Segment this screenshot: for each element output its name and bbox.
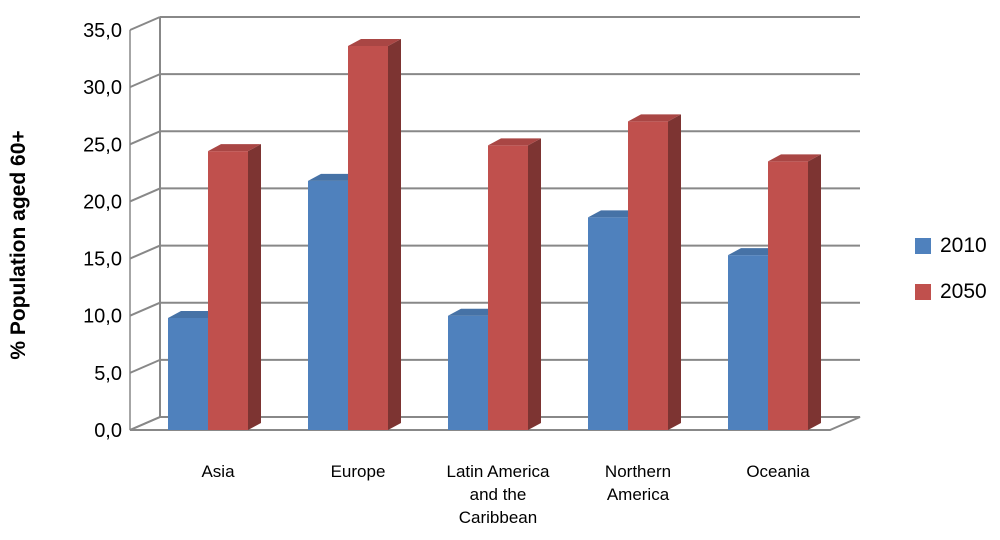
x-tick-label: Oceania [746, 462, 810, 481]
bar-top [488, 138, 541, 146]
y-tick-label: 5,0 [94, 363, 122, 385]
legend-swatch [915, 238, 931, 254]
bar-front [768, 161, 808, 430]
gridline-connector [129, 130, 161, 146]
x-tick-label: Asia [201, 462, 235, 481]
bar-top [208, 144, 261, 152]
x-tick-label: Caribbean [459, 508, 537, 527]
bar-top [588, 210, 641, 218]
bar-top [768, 154, 821, 162]
bar-front [488, 145, 528, 430]
bar-top [168, 311, 221, 318]
x-tick-label: Europe [331, 462, 386, 481]
bar-side [248, 144, 261, 430]
x-tick-label: America [607, 485, 670, 504]
x-tick-label: and the [470, 485, 527, 504]
legend: 2010 2050 [915, 234, 987, 303]
bar-front [348, 46, 388, 430]
bar [488, 138, 541, 430]
gridline-connector [129, 244, 161, 260]
bar-front [308, 180, 348, 430]
gridline-connector [129, 358, 161, 374]
gridline-connector [129, 301, 161, 317]
y-tick-label: 10,0 [83, 306, 122, 328]
bars-layer [168, 39, 821, 430]
bar-front [168, 318, 208, 430]
legend-label: 2010 [940, 234, 987, 257]
bar-top [728, 248, 781, 256]
bar-front [628, 121, 668, 430]
y-tick-label: 30,0 [83, 77, 122, 99]
y-tick-label: 25,0 [83, 134, 122, 156]
y-tick-label: 20,0 [83, 191, 122, 213]
bar-top [348, 39, 401, 46]
gridline-connector [129, 16, 161, 31]
x-tick-label: Latin America [447, 462, 551, 481]
x-axis-labels: Asia Europe Latin America and the Caribbean N… [201, 462, 810, 527]
y-axis-title: % Population aged 60+ [7, 130, 30, 359]
y-tick-label: 0,0 [94, 420, 122, 442]
bar [348, 39, 401, 430]
x-tick-label: Northern [605, 462, 671, 481]
bar-side [808, 154, 821, 430]
bar-front [588, 217, 628, 430]
bar-top [308, 173, 361, 181]
bar [628, 114, 681, 430]
bar [768, 154, 821, 430]
y-tick-label: 35,0 [83, 20, 122, 42]
bar-side [668, 114, 681, 430]
bar-front [208, 151, 248, 430]
y-axis: 0,0 5,0 10,0 15,0 20,0 25,0 30,0 35,0 [83, 20, 122, 442]
legend-swatch [915, 284, 931, 300]
gridline-connector [129, 73, 161, 89]
bar-top [628, 114, 681, 122]
bar-front [728, 255, 768, 430]
y-tick-label: 15,0 [83, 249, 122, 271]
legend-label: 2050 [940, 280, 987, 303]
bar-top [448, 308, 501, 316]
gridline-connector [129, 187, 161, 203]
bar [208, 144, 261, 430]
bar-side [528, 138, 541, 430]
bar-side [388, 39, 401, 430]
bar-front [448, 315, 488, 430]
